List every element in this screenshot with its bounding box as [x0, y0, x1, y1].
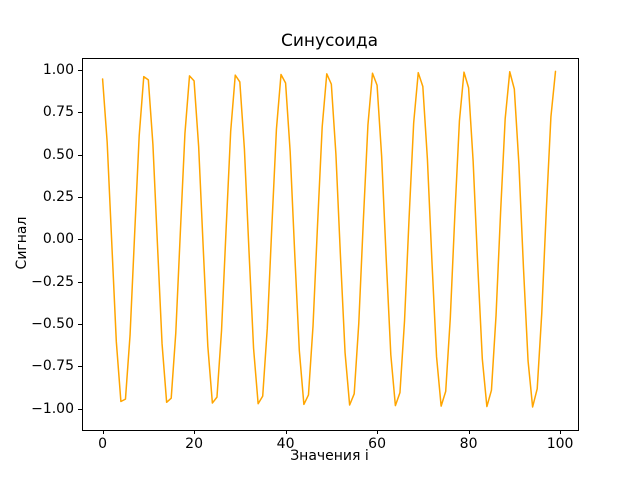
y-tick — [78, 408, 82, 410]
y-tick-label: 0.75 — [42, 104, 74, 121]
y-tick — [78, 69, 82, 71]
x-tick-label: 80 — [459, 436, 478, 452]
sine-series-line — [101, 70, 557, 408]
y-tick — [78, 324, 82, 325]
y-axis-title: Сигнал — [14, 216, 30, 270]
y-tick — [78, 281, 82, 283]
x-tick — [194, 430, 196, 434]
y-tick — [78, 112, 82, 114]
x-tick — [468, 430, 470, 434]
y-tick-label: 0.00 — [42, 231, 74, 248]
y-tick — [78, 366, 82, 368]
x-tick-label: 60 — [368, 436, 387, 452]
x-tick-label: 0 — [98, 436, 108, 452]
x-tick — [377, 430, 379, 434]
x-tick-label: 100 — [546, 436, 574, 452]
y-tick-label: −0.25 — [31, 273, 74, 290]
y-tick-label: 0.25 — [42, 188, 74, 205]
y-tick-label: 0.50 — [42, 146, 74, 163]
y-tick-label: −0.50 — [31, 316, 74, 332]
y-tick — [78, 196, 82, 198]
x-tick — [285, 430, 287, 434]
x-axis-title: Значения i — [290, 448, 369, 464]
y-tick — [78, 154, 82, 156]
axes-frame — [82, 58, 579, 431]
y-tick-label: 1.00 — [42, 61, 74, 78]
y-tick — [78, 239, 82, 241]
x-tick — [560, 430, 562, 434]
x-tick-label: 20 — [185, 436, 204, 452]
chart-title: Синусоида — [280, 31, 379, 51]
x-tick — [102, 430, 104, 434]
x-tick-label: 40 — [276, 436, 295, 452]
y-tick-label: −1.00 — [31, 400, 74, 417]
y-tick-label: −0.75 — [31, 358, 74, 375]
